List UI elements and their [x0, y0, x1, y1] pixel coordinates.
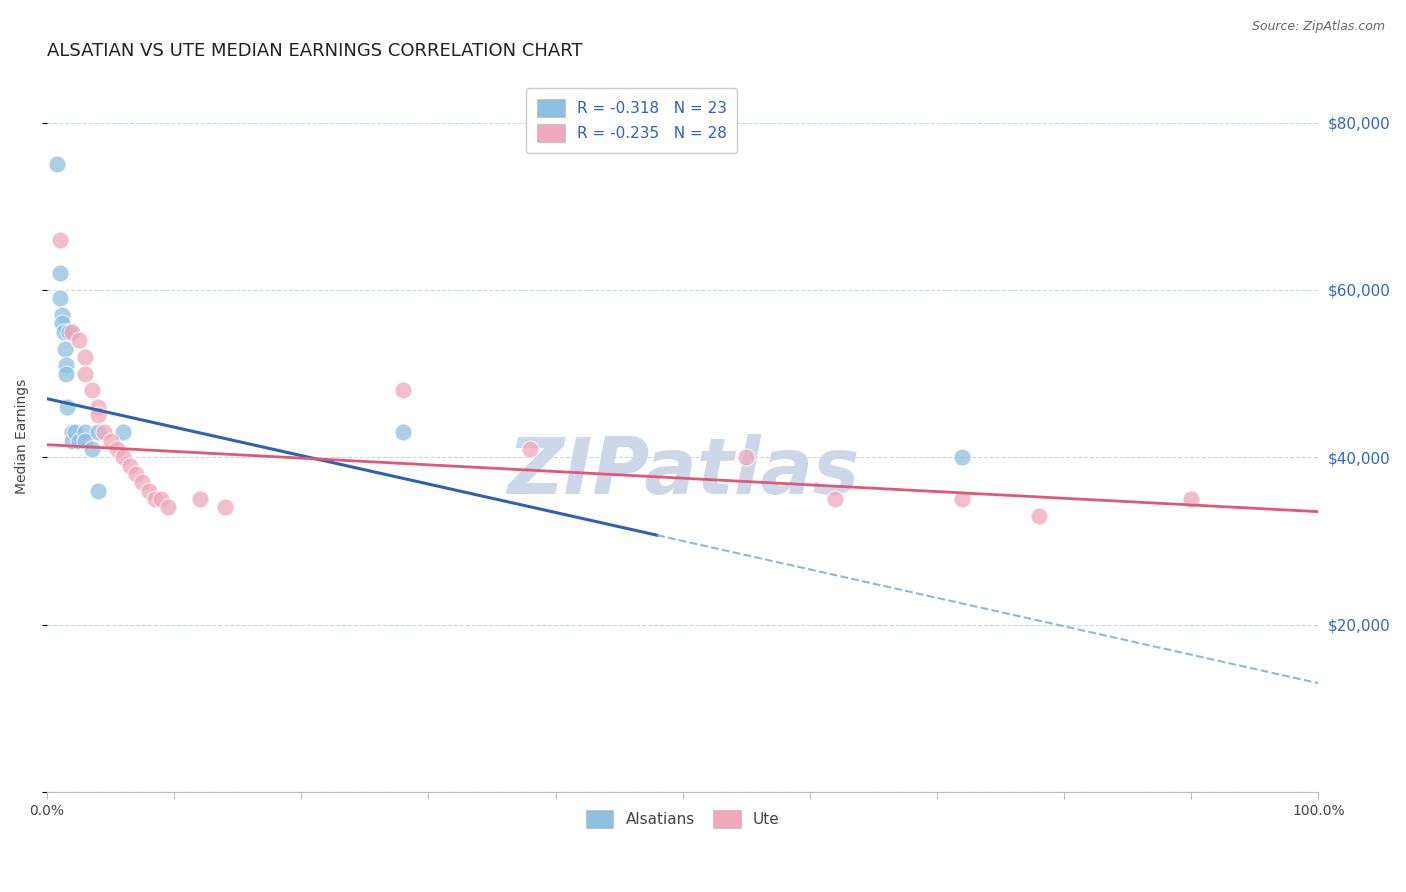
Point — [49, 233, 72, 247]
Point — [93, 425, 115, 440]
Point — [63, 425, 86, 440]
Point — [1028, 508, 1050, 523]
Point — [138, 483, 160, 498]
Point — [62, 425, 84, 440]
Point — [952, 492, 974, 507]
Point — [46, 157, 69, 171]
Point — [51, 317, 73, 331]
Point — [87, 425, 110, 440]
Point — [62, 434, 84, 448]
Point — [392, 425, 415, 440]
Point — [87, 483, 110, 498]
Point — [156, 500, 179, 515]
Point — [125, 467, 148, 481]
Legend: Alsatians, Ute: Alsatians, Ute — [579, 805, 786, 834]
Point — [100, 434, 122, 448]
Point — [824, 492, 846, 507]
Text: ZIPatlas: ZIPatlas — [506, 434, 859, 510]
Point — [105, 442, 128, 456]
Point — [87, 409, 110, 423]
Point — [112, 450, 135, 465]
Point — [67, 434, 90, 448]
Point — [952, 450, 974, 465]
Point — [55, 367, 77, 381]
Point — [62, 325, 84, 339]
Point — [1180, 492, 1202, 507]
Point — [214, 500, 236, 515]
Point — [112, 425, 135, 440]
Point — [53, 342, 76, 356]
Point — [52, 325, 75, 339]
Point — [392, 384, 415, 398]
Point — [49, 291, 72, 305]
Text: ALSATIAN VS UTE MEDIAN EARNINGS CORRELATION CHART: ALSATIAN VS UTE MEDIAN EARNINGS CORRELAT… — [46, 42, 582, 60]
Point — [55, 358, 77, 372]
Point — [188, 492, 211, 507]
Point — [150, 492, 173, 507]
Point — [80, 384, 103, 398]
Point — [67, 333, 90, 347]
Point — [735, 450, 758, 465]
Text: Source: ZipAtlas.com: Source: ZipAtlas.com — [1251, 20, 1385, 33]
Point — [80, 442, 103, 456]
Point — [58, 325, 80, 339]
Point — [519, 442, 541, 456]
Y-axis label: Median Earnings: Median Earnings — [15, 379, 30, 494]
Point — [75, 434, 97, 448]
Point — [75, 425, 97, 440]
Point — [75, 367, 97, 381]
Point — [143, 492, 166, 507]
Point — [75, 350, 97, 364]
Point — [51, 308, 73, 322]
Point — [56, 400, 79, 414]
Point — [118, 458, 141, 473]
Point — [49, 266, 72, 280]
Point — [131, 475, 153, 490]
Point — [87, 400, 110, 414]
